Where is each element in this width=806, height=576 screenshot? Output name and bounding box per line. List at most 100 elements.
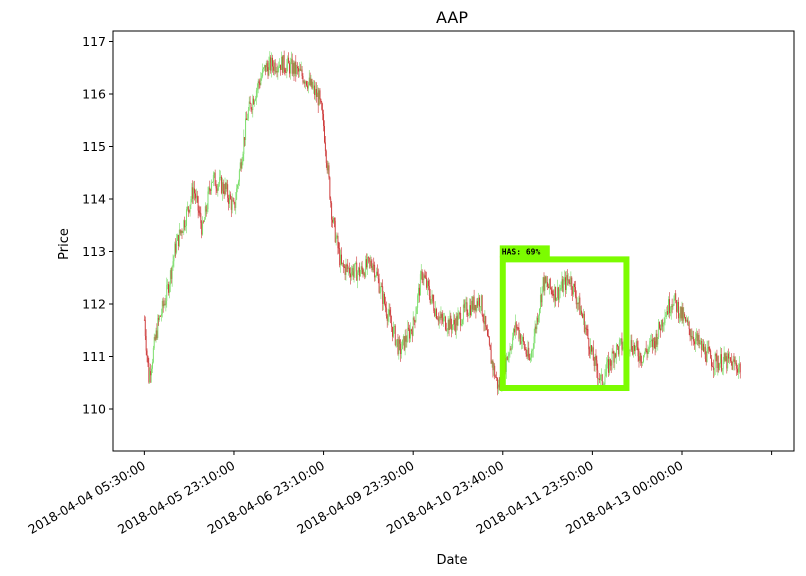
candle-body bbox=[631, 340, 633, 351]
candle-body bbox=[477, 301, 479, 306]
candle-body bbox=[492, 360, 494, 371]
candle-body bbox=[310, 79, 312, 86]
candle-body bbox=[267, 67, 269, 76]
candle-body bbox=[410, 329, 411, 339]
candle-body bbox=[736, 363, 738, 369]
candle-body bbox=[281, 56, 283, 73]
candle-body bbox=[447, 319, 449, 330]
candle-body bbox=[419, 287, 420, 296]
candle-body bbox=[693, 337, 695, 342]
candle-body bbox=[384, 303, 386, 308]
candle-body bbox=[203, 221, 204, 223]
candle-body bbox=[149, 371, 151, 383]
candle-body bbox=[515, 322, 517, 328]
candle-body bbox=[426, 277, 428, 288]
candle-body bbox=[603, 384, 605, 386]
candle-body bbox=[532, 347, 534, 350]
candle-body bbox=[544, 276, 546, 291]
candle-body bbox=[320, 99, 322, 103]
candle-body bbox=[655, 333, 657, 349]
candle-body bbox=[575, 296, 577, 305]
candle-body bbox=[382, 286, 384, 304]
candle-body bbox=[733, 359, 735, 361]
candle-body bbox=[634, 345, 635, 351]
candle-body bbox=[619, 339, 621, 343]
candle-body bbox=[394, 325, 396, 346]
candle-body bbox=[375, 271, 377, 277]
candle-body bbox=[358, 267, 359, 273]
candle-body bbox=[152, 348, 154, 363]
candle-body bbox=[595, 356, 597, 361]
candle-body bbox=[566, 275, 568, 281]
candle-body bbox=[729, 357, 731, 361]
candle-body bbox=[514, 322, 516, 333]
candle-body bbox=[552, 294, 554, 295]
candle-body bbox=[517, 327, 519, 329]
candle-body bbox=[466, 302, 468, 315]
candle-body bbox=[734, 360, 736, 365]
candle-body bbox=[318, 90, 320, 106]
candle-body bbox=[683, 314, 685, 321]
candle-body bbox=[449, 315, 451, 331]
candle-body bbox=[155, 330, 157, 340]
candle-body bbox=[187, 206, 189, 210]
candle-body bbox=[664, 316, 666, 323]
candle-body bbox=[738, 363, 740, 368]
candle-body bbox=[362, 269, 364, 275]
candle-body bbox=[580, 310, 582, 315]
candle-body bbox=[451, 324, 453, 330]
candle-body bbox=[341, 254, 342, 264]
candle-body bbox=[247, 109, 249, 119]
candle-body bbox=[470, 305, 471, 316]
candle-body bbox=[231, 200, 233, 210]
candle-body bbox=[289, 63, 290, 74]
candle-body bbox=[402, 336, 404, 340]
candle-body bbox=[436, 318, 438, 320]
candle-body bbox=[614, 353, 616, 363]
candle-body bbox=[229, 194, 231, 200]
candle-body bbox=[313, 85, 315, 87]
candle-body bbox=[652, 338, 654, 348]
candle-body bbox=[487, 335, 489, 338]
candle-body bbox=[489, 345, 491, 350]
candle-body bbox=[291, 58, 293, 74]
candle-body bbox=[640, 353, 642, 363]
candle-body bbox=[296, 66, 298, 74]
candle-body bbox=[444, 316, 445, 318]
y-axis-ticks: 110 111 112 113 114 115 116 117 bbox=[82, 34, 113, 417]
candle-body bbox=[314, 85, 316, 95]
candle-body bbox=[598, 378, 600, 380]
candle-body bbox=[184, 220, 186, 228]
candle-body bbox=[498, 384, 500, 388]
candle-body bbox=[585, 327, 587, 330]
candle-body bbox=[609, 359, 611, 366]
candle-body bbox=[572, 289, 574, 295]
candle-body bbox=[374, 264, 376, 278]
candle-body bbox=[467, 314, 469, 316]
candle-body bbox=[584, 327, 586, 333]
candle-body bbox=[238, 170, 240, 182]
candle-body bbox=[146, 350, 148, 357]
candle-body bbox=[720, 354, 721, 364]
candle-body bbox=[539, 308, 540, 316]
candle-body bbox=[568, 279, 570, 284]
candle-body bbox=[582, 314, 583, 318]
candle-body bbox=[581, 310, 583, 315]
candle-body bbox=[569, 283, 571, 284]
candle-body bbox=[274, 62, 276, 72]
candle-body bbox=[632, 350, 634, 355]
candle-body bbox=[694, 338, 696, 345]
candle-body bbox=[218, 183, 220, 186]
candle-body bbox=[720, 354, 722, 371]
candle-body bbox=[705, 359, 707, 363]
candle-body bbox=[432, 294, 434, 302]
candle-body bbox=[686, 319, 688, 323]
candle-body bbox=[597, 370, 599, 380]
candle-body bbox=[651, 339, 652, 342]
candle-body bbox=[216, 188, 218, 191]
candle-body bbox=[610, 365, 612, 366]
candle-body bbox=[284, 69, 286, 72]
candle-body bbox=[199, 212, 201, 214]
candle-body bbox=[153, 337, 155, 349]
candle-body bbox=[548, 278, 550, 289]
